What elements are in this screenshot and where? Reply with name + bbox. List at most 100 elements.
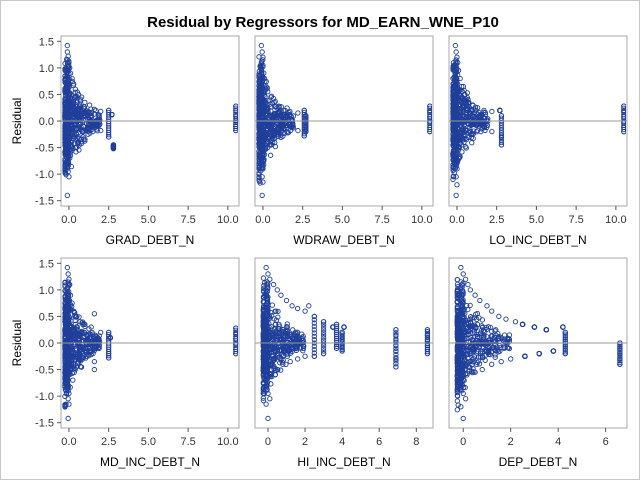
data-point [97,117,103,123]
data-point [471,315,477,321]
x-tick-label: 0 [265,436,271,448]
data-point [617,358,623,364]
data-point [498,115,505,121]
data-point [560,324,566,330]
data-point [467,339,473,345]
data-point [83,355,89,361]
data-point [453,192,459,199]
data-point [64,123,71,129]
data-point [269,361,275,367]
data-point [617,349,623,355]
data-point [562,350,568,357]
x-tick-label: 4 [339,436,345,448]
data-point [65,53,71,59]
panel-4: 0.0 2.5 5.0 7.5 10.0 -1.5 -1.0 -0.5 0.0 0.5 1.0 1.5… [10,257,240,469]
data-point [460,271,466,277]
data-point [479,366,485,373]
data-point [260,54,266,60]
x-tick-label: 2.5 [101,436,116,448]
data-point [75,91,82,98]
data-point [489,108,495,115]
data-point [452,128,459,135]
data-point [455,67,462,74]
data-point [72,144,78,151]
data-point [66,59,72,66]
data-point [267,139,274,145]
data-point [271,331,277,337]
data-point [266,134,273,140]
data-point [80,114,86,120]
data-point [275,314,281,320]
data-point [474,361,480,368]
data-point [470,102,476,108]
data-point [67,70,74,76]
data-point [66,390,72,397]
data-point [393,351,399,358]
data-point [85,131,91,137]
data-point [76,117,83,123]
data-point [74,99,80,105]
data-point [482,124,488,130]
x-tick-label: 10.0 [217,436,238,448]
data-point [311,313,317,320]
data-point [452,160,459,167]
data-point [299,331,305,337]
data-point [260,398,267,404]
data-point [287,358,293,365]
data-point [454,290,460,296]
data-point [311,337,317,343]
data-point [110,142,117,148]
data-point [66,358,72,365]
data-point [290,113,297,119]
data-point [562,333,568,339]
data-point [498,122,505,129]
x-tick-label: 2.5 [295,214,310,226]
data-point [494,344,500,350]
data-point [78,364,85,370]
data-point [69,300,75,306]
data-point [265,415,271,422]
data-point [476,361,483,367]
data-point [498,113,505,119]
data-point [320,321,327,328]
data-point [268,108,274,114]
panel-3: 0.0 2.5 5.0 7.5 10.0 LO_INC_DEBT_N [448,35,628,247]
data-point [464,372,470,378]
data-point [471,330,478,336]
data-point [269,134,276,140]
data-point [393,330,399,336]
data-point [498,130,505,136]
data-point [519,321,526,328]
data-point [617,347,623,353]
data-point [294,305,301,312]
data-point [320,324,327,330]
x-tick-label: 10.0 [217,214,238,226]
data-point [453,174,459,180]
data-point [73,314,79,320]
data-point [233,103,238,109]
x-tick-label: 0.0 [61,436,76,448]
data-point [265,98,271,104]
data-point [267,152,274,158]
data-point [617,352,623,359]
data-point [275,350,282,357]
data-point [269,302,275,308]
data-point [562,343,568,350]
data-point [64,160,71,167]
data-point [256,54,262,60]
data-point [453,49,459,55]
data-point [64,192,71,199]
x-tick-label: 2 [302,436,308,448]
data-point [276,110,282,116]
data-point [303,113,309,119]
x-tick-label: 8 [413,436,419,448]
data-point [233,327,238,333]
data-point [69,75,75,82]
data-point [64,264,71,271]
data-point [311,330,317,336]
data-point [495,330,501,337]
data-point [495,347,501,353]
data-point [393,336,399,342]
y-tick-label: -1.5 [35,418,54,430]
data-point [289,303,295,309]
